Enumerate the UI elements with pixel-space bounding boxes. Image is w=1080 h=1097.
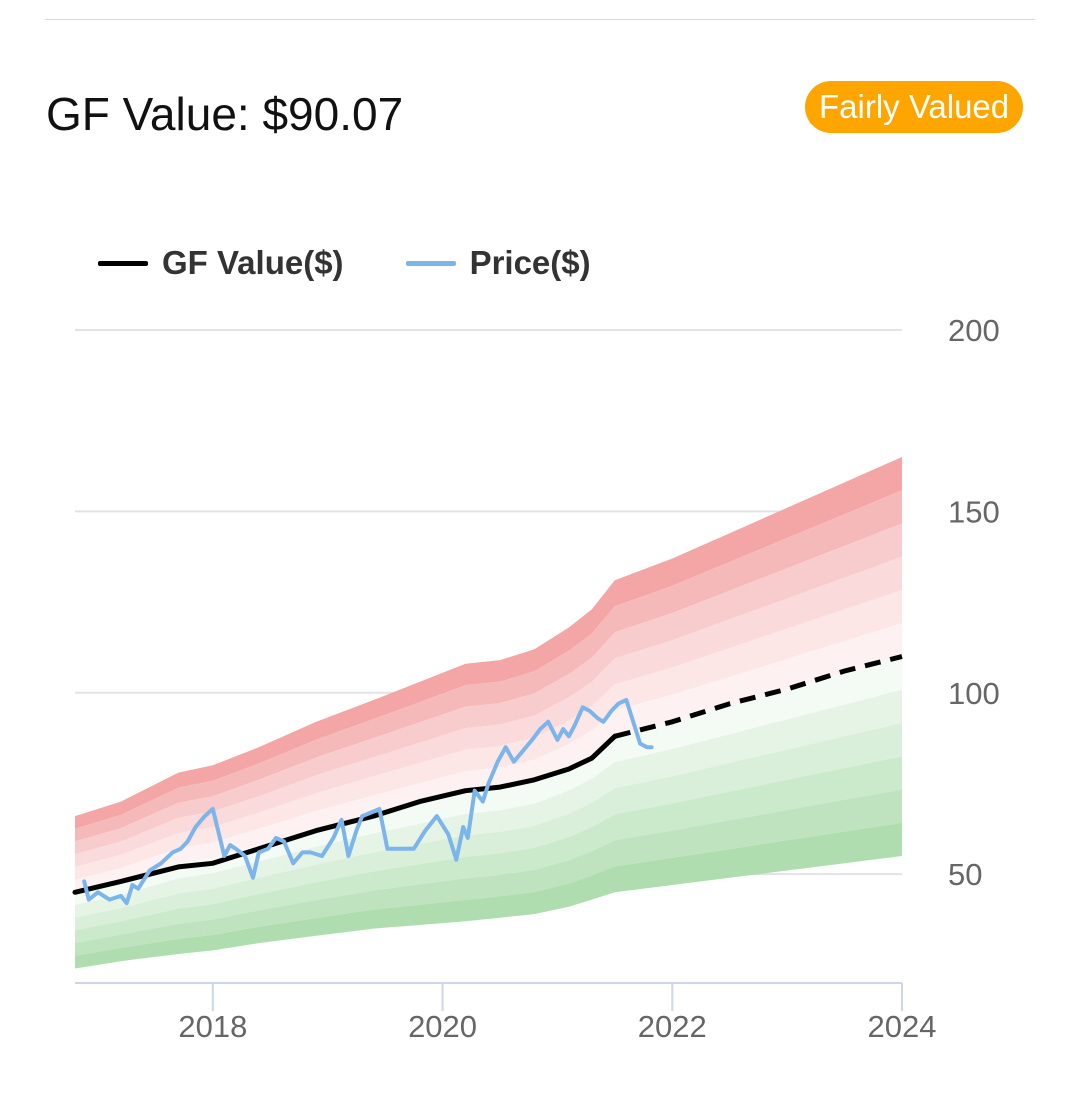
gf-value-line — [72, 733, 618, 895]
x-tick-label-2020: 2020 — [408, 1009, 477, 1044]
valuation-band-4 — [75, 556, 902, 867]
valuation-band-5 — [75, 590, 902, 880]
y-tick-label-150: 150 — [948, 494, 1000, 529]
x-tick-label-2024: 2024 — [868, 1009, 937, 1044]
valuation-band-9 — [75, 723, 902, 931]
valuation-band-12 — [75, 822, 902, 969]
legend-item-gf-value[interactable]: GF Value($) — [98, 244, 344, 282]
y-tick-label-200: 200 — [948, 313, 1000, 348]
valuation-band-8 — [75, 689, 902, 918]
valuation-band-6 — [75, 623, 902, 893]
gf-value-projection-line — [614, 654, 903, 739]
price-line — [82, 698, 654, 906]
top-divider — [45, 19, 1035, 20]
gf-value-title: GF Value: $90.07 — [46, 88, 404, 140]
y-tick-label-100: 100 — [948, 676, 1000, 711]
legend-label-price: Price($) — [469, 244, 591, 281]
x-tick-label-2018: 2018 — [178, 1009, 247, 1044]
valuation-band-10 — [75, 756, 902, 944]
y-tick-label-50: 50 — [948, 857, 982, 892]
valuation-band-3 — [75, 523, 902, 855]
valuation-band-2 — [75, 490, 902, 842]
valuation-band-1 — [75, 457, 902, 829]
legend-swatch-price — [405, 260, 456, 266]
legend-label-gf-value: GF Value($) — [162, 244, 344, 281]
valuation-band-11 — [75, 789, 902, 956]
chart-legend: GF Value($) Price($) — [98, 238, 653, 288]
valuation-status-badge: Fairly Valued — [805, 81, 1024, 133]
legend-swatch-gf-value — [98, 260, 148, 266]
x-tick-label-2022: 2022 — [638, 1009, 707, 1044]
legend-item-price[interactable]: Price($) — [405, 244, 591, 282]
